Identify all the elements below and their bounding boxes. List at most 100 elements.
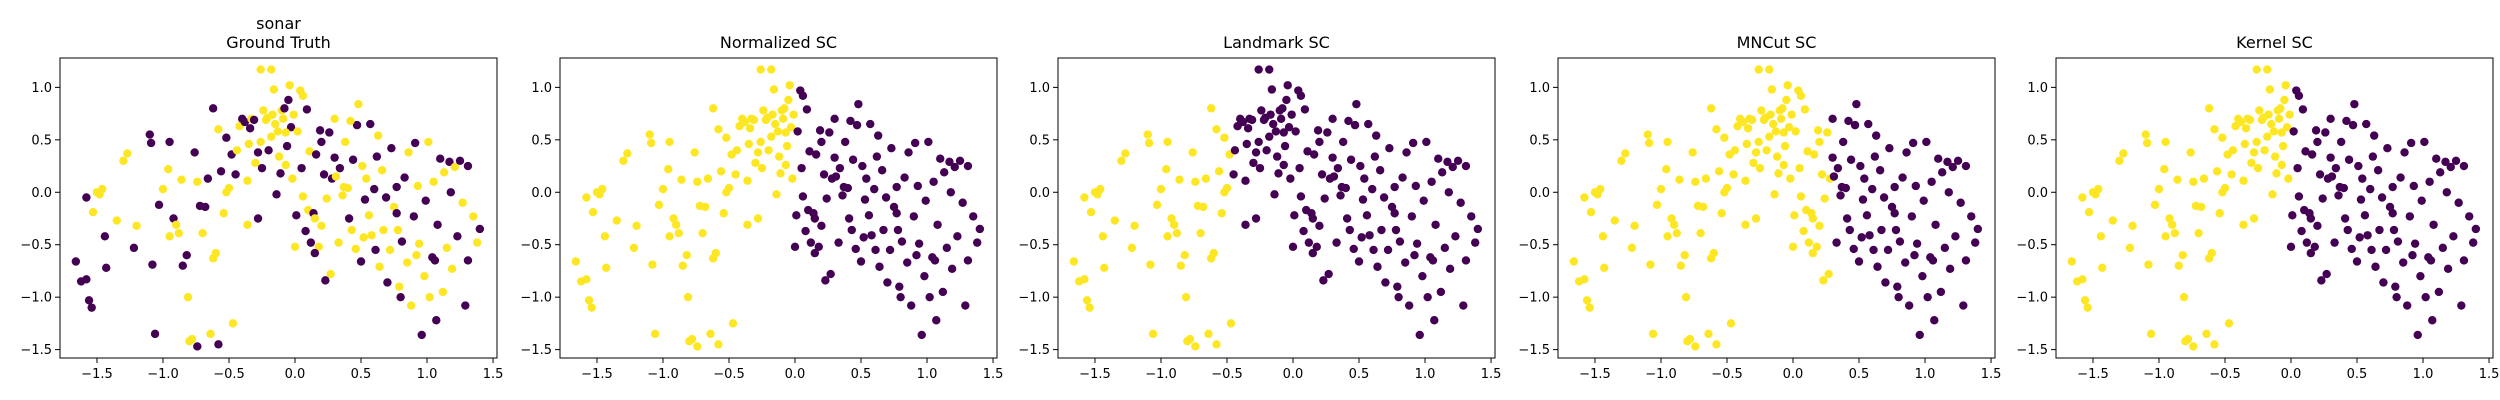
scatter-point [347,225,356,235]
scatter-point [852,120,862,130]
x-tick-label: −1.0 [1145,367,1177,382]
scatter-point [1787,110,1796,119]
scatter-point [693,177,702,186]
scatter-point [830,153,839,162]
scatter-point [1685,334,1695,344]
scatter-point [2284,174,2293,183]
scatter-point [2096,232,2106,241]
scatter-point [1706,104,1716,113]
scatter-point [2330,238,2339,247]
scatter-point [302,105,312,114]
scatter-point [2170,228,2180,238]
scatter-point [2454,198,2463,207]
scatter-point [1415,330,1424,340]
scatter-point [331,172,341,181]
scatter-point [1862,211,1872,220]
scatter-point [900,173,909,182]
scatter-point [310,248,320,258]
scatter-point [1901,258,1910,267]
scatter-point [2204,104,2214,113]
x-tick-label: 1.0 [417,367,438,382]
scatter-point [1582,296,1592,305]
scatter-point [214,340,223,349]
scatter-point [2286,242,2296,252]
scatter-point [1865,231,1874,240]
scatter-point [669,214,678,223]
axes-frame [1057,57,1496,359]
scatter-point [860,195,870,204]
scatter-point [728,319,738,328]
scatter-point [1596,184,1605,194]
scatter-point [1362,211,1372,220]
scatter-point [1812,242,1821,252]
scatter-point [722,133,731,142]
scatter-point [2434,287,2444,297]
x-tick-label: 0.5 [1849,367,1870,382]
scatter-point [2302,238,2312,247]
x-tick-label: −1.5 [1579,367,1611,382]
scatter-point [1461,161,1471,171]
scatter-point [1308,248,1318,258]
scatter-point [2441,157,2450,167]
scatter-point [2128,221,2137,231]
scatter-point [330,153,339,162]
scatter-point [1741,220,1750,229]
scatter-point [243,220,252,229]
scatter-point [2272,169,2281,178]
scatter-point [744,139,753,149]
scatter-point [1242,139,1251,149]
x-tick-label: −0.5 [1711,367,1743,382]
scatter-point [2240,139,2249,149]
x-tick-label: −0.5 [2209,367,2241,382]
scatter-point [1437,168,1447,177]
scatter-point [344,214,354,223]
scatter-point [2352,257,2362,266]
scatter-point [410,138,420,148]
scatter-point [2410,239,2420,248]
scatter-point [798,91,808,100]
x-tick-label: 0.5 [2347,367,2368,382]
scatter-point [1904,301,1914,310]
scatter-point [872,152,882,161]
scatter-point [2343,225,2352,235]
scatter-point [847,225,856,235]
scatter-point [222,188,231,197]
scatter-point [2315,170,2325,179]
scatter-point [1411,181,1420,191]
scatter-point [1230,146,1240,155]
scatter-point [1890,209,1899,218]
scatter-point [1247,115,1257,125]
scatter-point [1412,239,1422,248]
scatter-point [389,202,399,212]
scatter-point [1796,192,1806,201]
scatter-point [1266,110,1275,119]
scatter-point [1375,166,1385,175]
scatter-point [2428,316,2437,325]
scatter-point [301,226,310,236]
scatter-point [232,146,242,155]
scatter-point [963,256,973,265]
scatter-point [383,278,392,287]
scatter-point [1274,169,1283,178]
scatter-point [310,214,320,223]
scatter-point [1858,195,1868,204]
y-tick-label: 0.5 [531,133,552,148]
scatter-point [1217,209,1226,218]
scatter-point [1663,232,1672,241]
x-tick-label: 0.5 [851,367,872,382]
scatter-point [1893,282,1902,291]
scatter-point [732,146,742,155]
scatter-point [1163,137,1172,147]
scatter-point [2307,150,2317,159]
scatter-point [102,263,111,272]
scatter-point [1772,152,1782,161]
scatter-point [858,161,867,171]
scatter-point [1808,214,1818,223]
scatter-point [1313,126,1323,135]
scatter-point [2199,174,2209,183]
scatter-point [1828,153,1837,162]
scatter-point [1329,172,1339,181]
scatter-point [1445,264,1455,274]
scatter-point [1251,214,1261,223]
scatter-point [745,124,755,133]
